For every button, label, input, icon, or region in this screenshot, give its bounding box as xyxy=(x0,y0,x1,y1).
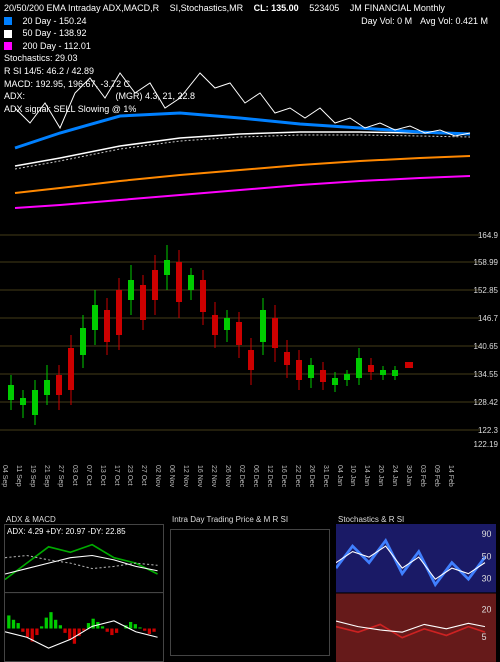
svg-text:90: 90 xyxy=(482,529,492,539)
ema-chart xyxy=(0,68,480,218)
indicator-panels: ADX & MACD ADX: 4.29 +DY: 20.97 -DY: 22.… xyxy=(4,515,496,656)
candlestick-chart xyxy=(0,230,480,460)
intra-panel-title: Intra Day Trading Price & M R SI xyxy=(170,515,330,529)
stochastics-text: Stochastics: 29.03 xyxy=(4,52,496,65)
stochastics-panel: Stochastics & R SI 90 50 30 20 5 xyxy=(336,515,496,656)
chart-header: 20/50/200 EMA Intraday ADX,MACD,R SI,Sto… xyxy=(0,0,500,60)
company: JM FINANCIAL Monthly xyxy=(350,3,445,13)
stoch-label: SI,Stochastics,MR xyxy=(170,3,244,13)
day-vol: Day Vol: 0 M xyxy=(361,15,412,28)
svg-text:30: 30 xyxy=(482,573,492,583)
adx-macd-panel: ADX & MACD ADX: 4.29 +DY: 20.97 -DY: 22.… xyxy=(4,515,164,656)
intra-panel-body xyxy=(170,529,330,656)
price-axis: 164.9158.99152.85146.7140.65134.55128.42… xyxy=(470,230,500,460)
ema50-swatch xyxy=(4,30,12,38)
ema-label: 20/50/200 EMA Intraday ADX,MACD,R xyxy=(4,3,159,13)
close-price: CL: 135.00 xyxy=(254,3,299,13)
ema20-text: 20 Day - 150.24 xyxy=(23,16,87,26)
ema50-text: 50 Day - 138.92 xyxy=(23,28,87,38)
adx-values: ADX: 4.29 +DY: 20.97 -DY: 22.85 xyxy=(7,527,126,536)
adx-panel-title: ADX & MACD xyxy=(4,515,164,524)
avg-vol: Avg Vol: 0.421 M xyxy=(420,15,488,28)
code: 523405 xyxy=(309,3,339,13)
date-axis: 04 Sep11 Sep19 Sep21 Sep27 Sep03 Oct07 O… xyxy=(0,465,480,505)
ema20-swatch xyxy=(4,17,12,25)
svg-text:5: 5 xyxy=(482,632,487,642)
svg-text:20: 20 xyxy=(482,604,492,614)
ema200-text: 200 Day - 112.01 xyxy=(23,41,91,51)
ema200-swatch xyxy=(4,42,12,50)
stoch-panel-title: Stochastics & R SI xyxy=(336,515,496,524)
svg-text:50: 50 xyxy=(482,551,492,561)
intraday-panel: Intra Day Trading Price & M R SI xyxy=(170,515,330,656)
